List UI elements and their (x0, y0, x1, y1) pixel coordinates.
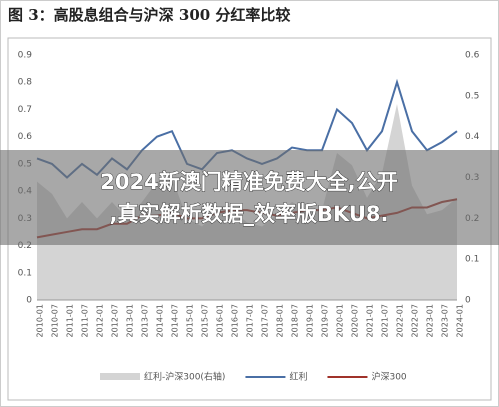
x-tick-label: 2011-01 (66, 304, 75, 337)
y-tick-label: 0.2 (18, 241, 32, 251)
y2-tick-label: 0.6 (465, 51, 480, 61)
x-tick-label: 2013-07 (141, 304, 150, 337)
legend-label: 红利 (289, 371, 307, 383)
x-tick-label: 2017-07 (261, 304, 270, 337)
x-tick-label: 2012-07 (111, 304, 120, 337)
x-tick-label: 2017-01 (246, 304, 255, 337)
chart-title: 图 3：高股息组合与沪深 300 分红率比较 (8, 6, 290, 24)
x-tick-label: 2021-01 (366, 304, 375, 337)
x-tick-label: 2018-01 (276, 304, 285, 337)
overlay-text: 2024新澳门精准免费大全,公开 (100, 170, 397, 194)
overlay-text: ,真实解析数据_效率版BKU8. (109, 202, 388, 226)
x-tick-label: 2016-07 (231, 304, 240, 337)
x-tick-label: 2016-01 (216, 304, 225, 337)
x-tick-label: 2022-01 (396, 304, 405, 337)
x-tick-label: 2012-01 (96, 304, 105, 337)
overlay-banner (0, 150, 499, 245)
x-tick-label: 2013-01 (126, 304, 135, 337)
y2-tick-label: 0 (465, 296, 471, 306)
y-tick-label: 0.8 (18, 78, 33, 88)
x-tick-label: 2023-01 (426, 304, 435, 337)
y2-tick-label: 0.5 (465, 91, 479, 101)
area (37, 104, 457, 300)
y2-tick-label: 0.4 (465, 132, 480, 142)
y-tick-label: 0.7 (18, 105, 32, 115)
legend-label: 红利-沪深300(右轴) (144, 371, 225, 383)
x-tick-label: 2018-07 (291, 304, 300, 337)
y-tick-label: 0.9 (18, 51, 33, 61)
x-tick-label: 2019-07 (321, 304, 330, 337)
x-tick-label: 2023-07 (441, 304, 450, 337)
x-tick-label: 2014-07 (171, 304, 180, 337)
x-tick-label: 2019-01 (306, 304, 315, 337)
x-tick-label: 2021-07 (381, 304, 390, 337)
x-tick-label: 2015-01 (186, 304, 195, 337)
y-tick-label: 0.1 (18, 268, 32, 278)
x-tick-label: 2022-07 (411, 304, 420, 337)
x-tick-label: 2015-07 (201, 304, 210, 337)
x-tick-label: 2010-01 (36, 304, 45, 337)
y-tick-label: 0 (26, 296, 32, 306)
y2-tick-label: 0.1 (465, 255, 479, 265)
x-tick-label: 2011-07 (81, 304, 90, 337)
x-tick-label: 2024-01 (456, 304, 465, 337)
legend-label: 沪深300 (371, 371, 406, 383)
x-tick-label: 2014-01 (156, 304, 165, 337)
y-tick-label: 0.6 (18, 132, 33, 142)
x-tick-label: 2010-07 (51, 304, 60, 337)
legend-swatch (100, 373, 140, 380)
x-tick-label: 2020-07 (351, 304, 360, 337)
x-tick-label: 2020-01 (336, 304, 345, 337)
